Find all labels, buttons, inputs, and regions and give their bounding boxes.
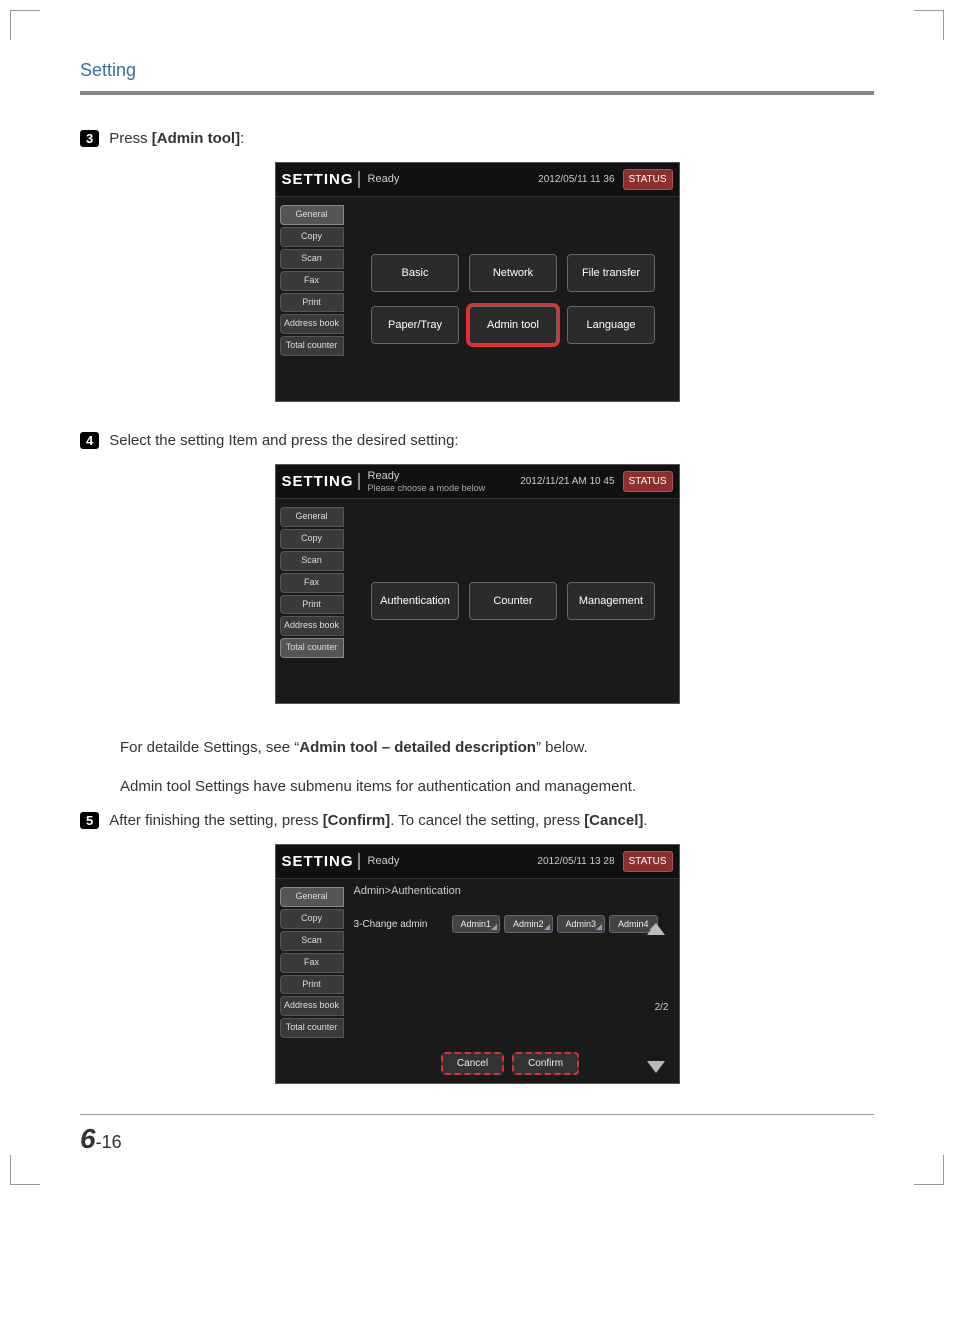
- shot1-datetime: 2012/05/11 11 36: [538, 174, 614, 185]
- breadcrumb: Admin>Authentication: [348, 879, 673, 899]
- network-button[interactable]: Network: [469, 254, 557, 292]
- admin1-option[interactable]: Admin1: [452, 915, 501, 933]
- shot1-main: Basic Network File transfer Paper/Tray A…: [348, 197, 679, 401]
- status-button[interactable]: STATUS: [623, 471, 673, 492]
- sidebar-item-scan[interactable]: Scan: [280, 931, 344, 951]
- step-3: 3 Press [Admin tool]:: [80, 130, 874, 147]
- shot1-ready: Ready: [368, 173, 400, 185]
- sidebar-item-print[interactable]: Print: [280, 975, 344, 995]
- step-5-text: After finishing the setting, press [Conf…: [109, 812, 647, 829]
- sidebar-item-scan[interactable]: Scan: [280, 551, 344, 571]
- shot3-datetime: 2012/05/11 13 28: [537, 856, 614, 867]
- step-3-prefix: Press: [109, 130, 152, 147]
- shot3-header: SETTING Ready 2012/05/11 13 28 STATUS: [276, 845, 679, 879]
- step-3-bold: [Admin tool]: [152, 130, 240, 147]
- sidebar-item-general[interactable]: General: [280, 887, 344, 907]
- shot1-header: SETTING Ready 2012/05/11 11 36 STATUS: [276, 163, 679, 197]
- basic-button[interactable]: Basic: [371, 254, 459, 292]
- footer-rule: [80, 1114, 874, 1115]
- sidebar-item-addressbook[interactable]: Address book: [280, 314, 344, 334]
- note-bold: Admin tool – detailed description: [299, 739, 536, 756]
- counter-button[interactable]: Counter: [469, 582, 557, 620]
- cancel-button[interactable]: Cancel: [441, 1052, 504, 1075]
- shot2-sidebar: General Copy Scan Fax Print Address book…: [276, 499, 348, 703]
- shot2-datetime: 2012/11/21 AM 10 45: [520, 476, 614, 487]
- note-line-2: Admin tool Settings have submenu items f…: [120, 773, 874, 800]
- sidebar-item-fax[interactable]: Fax: [280, 271, 344, 291]
- sidebar-item-addressbook[interactable]: Address book: [280, 616, 344, 636]
- setting-label: 3-Change admin: [354, 915, 444, 930]
- file-transfer-button[interactable]: File transfer: [567, 254, 655, 292]
- admin-tool-button[interactable]: Admin tool: [469, 306, 557, 344]
- sidebar-item-addressbook[interactable]: Address book: [280, 996, 344, 1016]
- sidebar-item-totalcounter[interactable]: Total counter: [280, 336, 344, 356]
- step-5-confirm: [Confirm]: [323, 812, 391, 829]
- shot1-sidebar: General Copy Scan Fax Print Address book…: [276, 197, 348, 401]
- status-button[interactable]: STATUS: [623, 851, 673, 872]
- step-badge-4: 4: [80, 432, 99, 449]
- paper-tray-button[interactable]: Paper/Tray: [371, 306, 459, 344]
- sidebar-item-fax[interactable]: Fax: [280, 953, 344, 973]
- note-line-1: For detailde Settings, see “Admin tool –…: [120, 734, 874, 761]
- setting-row: 3-Change admin Admin1 Admin2 Admin3 Admi…: [348, 909, 673, 939]
- language-button[interactable]: Language: [567, 306, 655, 344]
- sidebar-item-totalcounter[interactable]: Total counter: [280, 1018, 344, 1038]
- screenshot-3: SETTING Ready 2012/05/11 13 28 STATUS Ge…: [275, 844, 680, 1084]
- shot3-sidebar: General Copy Scan Fax Print Address book…: [276, 879, 348, 1083]
- footer-chapter: 6: [80, 1123, 96, 1154]
- step-5-suffix: .: [643, 812, 647, 829]
- sidebar-item-scan[interactable]: Scan: [280, 249, 344, 269]
- step-5: 5 After finishing the setting, press [Co…: [80, 812, 874, 829]
- shot2-ready: Ready: [368, 470, 486, 482]
- screenshot-2: SETTING Ready Please choose a mode below…: [275, 464, 680, 704]
- scroll-up-icon[interactable]: [647, 923, 665, 935]
- step-5-prefix: After finishing the setting, press: [109, 812, 322, 829]
- step-3-suffix: :: [240, 130, 244, 147]
- shot3-ready: Ready: [368, 855, 400, 867]
- shot2-title: SETTING: [282, 473, 360, 490]
- step-4-text: Select the setting Item and press the de…: [109, 432, 458, 449]
- shot1-title: SETTING: [282, 171, 360, 188]
- page-indicator: 2/2: [655, 1002, 669, 1013]
- note-1b: below.: [541, 739, 588, 756]
- shot3-title: SETTING: [282, 853, 360, 870]
- shot2-subline: Please choose a mode below: [368, 483, 486, 493]
- page-number: 6-16: [80, 1123, 874, 1155]
- authentication-button[interactable]: Authentication: [371, 582, 459, 620]
- sidebar-item-copy[interactable]: Copy: [280, 529, 344, 549]
- step-5-mid: . To cancel the setting, press: [390, 812, 584, 829]
- shot2-header: SETTING Ready Please choose a mode below…: [276, 465, 679, 499]
- footer-page: -16: [96, 1132, 122, 1152]
- step-badge-5: 5: [80, 812, 99, 829]
- status-button[interactable]: STATUS: [623, 169, 673, 190]
- title-underline: [80, 91, 874, 95]
- sidebar-item-copy[interactable]: Copy: [280, 227, 344, 247]
- sidebar-item-general[interactable]: General: [280, 507, 344, 527]
- shot2-main: Authentication Counter Management: [348, 499, 679, 703]
- section-title: Setting: [80, 60, 874, 81]
- confirm-button[interactable]: Confirm: [512, 1052, 579, 1075]
- scroll-down-icon[interactable]: [647, 1061, 665, 1073]
- sidebar-item-print[interactable]: Print: [280, 293, 344, 313]
- step-badge-3: 3: [80, 130, 99, 147]
- shot3-main: Admin>Authentication 3-Change admin Admi…: [348, 879, 679, 1083]
- screenshot-1: SETTING Ready 2012/05/11 11 36 STATUS Ge…: [275, 162, 680, 402]
- step-4: 4 Select the setting Item and press the …: [80, 432, 874, 449]
- step-3-text: Press [Admin tool]:: [109, 130, 244, 147]
- note-1a: For detailde Settings, see: [120, 739, 294, 756]
- sidebar-item-general[interactable]: General: [280, 205, 344, 225]
- management-button[interactable]: Management: [567, 582, 655, 620]
- sidebar-item-copy[interactable]: Copy: [280, 909, 344, 929]
- setting-options: Admin1 Admin2 Admin3 Admin4: [452, 915, 658, 933]
- step-5-cancel: [Cancel]: [584, 812, 643, 829]
- sidebar-item-totalcounter[interactable]: Total counter: [280, 638, 344, 658]
- shot3-footer: Cancel Confirm: [348, 1048, 673, 1079]
- sidebar-item-print[interactable]: Print: [280, 595, 344, 615]
- admin2-option[interactable]: Admin2: [504, 915, 553, 933]
- sidebar-item-fax[interactable]: Fax: [280, 573, 344, 593]
- admin3-option[interactable]: Admin3: [557, 915, 606, 933]
